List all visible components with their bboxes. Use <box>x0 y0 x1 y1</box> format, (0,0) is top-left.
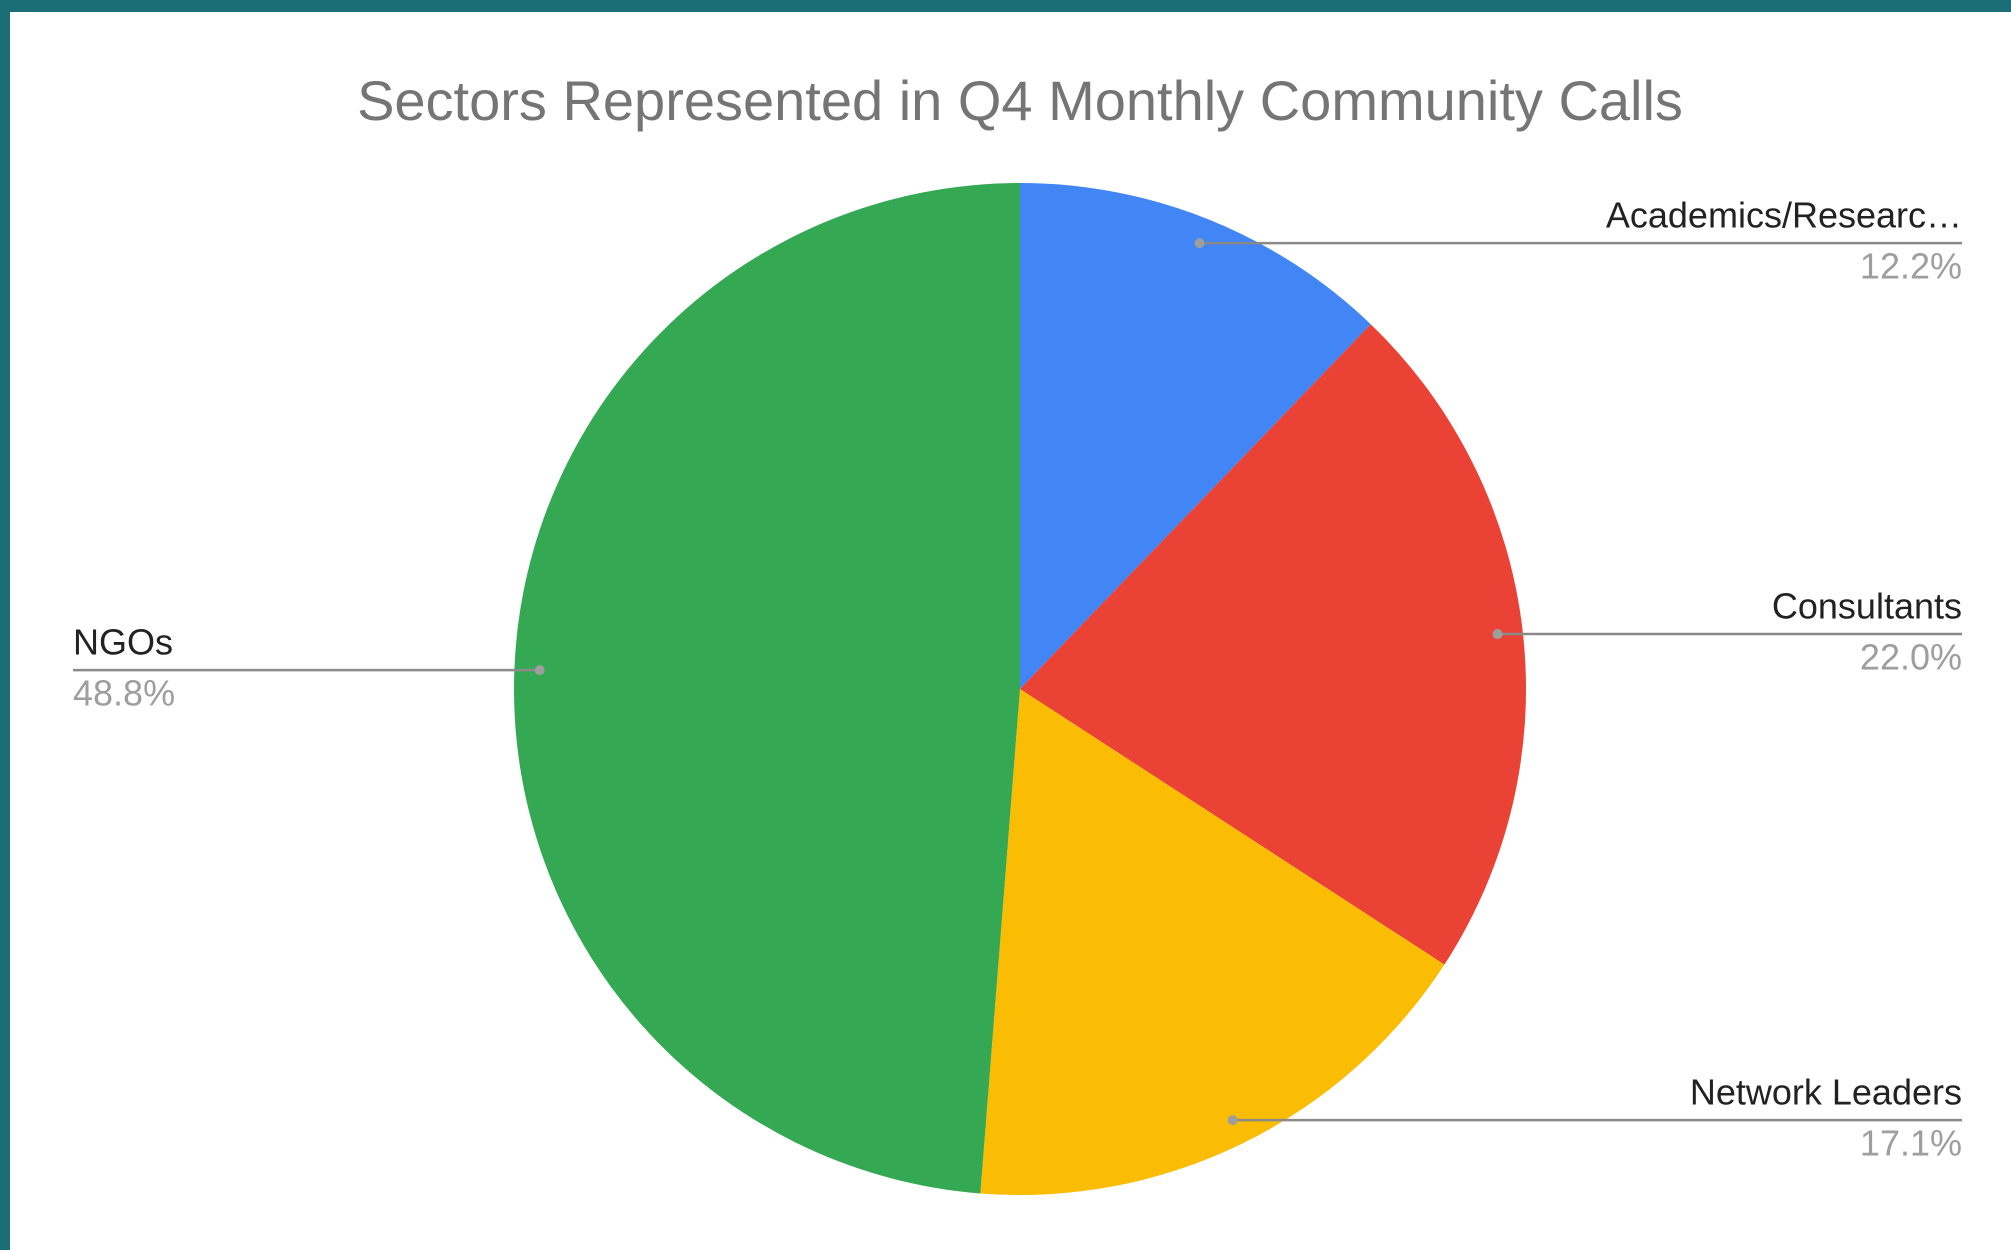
pie-slice <box>980 689 1445 1195</box>
leader-dot <box>1492 629 1503 640</box>
slice-value-label: 17.1% <box>1860 1123 1962 1164</box>
slice-label: Network Leaders <box>1690 1072 1962 1113</box>
pie-slice <box>1020 183 1371 689</box>
pie-slice <box>514 182 1020 1194</box>
leader-dot <box>534 665 545 676</box>
leader-dot <box>1227 1115 1238 1126</box>
slice-value-label: 48.8% <box>73 673 175 714</box>
slice-value-label: 22.0% <box>1860 637 1962 678</box>
leader-dot <box>1194 238 1205 249</box>
slice-label: Academics/Researc… <box>1606 195 1962 236</box>
pie-slice <box>1020 324 1526 965</box>
slice-value-label: 12.2% <box>1860 246 1962 287</box>
chart-title: Sectors Represented in Q4 Monthly Commun… <box>357 69 1683 132</box>
slice-label: NGOs <box>73 622 173 663</box>
slice-label: Consultants <box>1772 586 1962 627</box>
